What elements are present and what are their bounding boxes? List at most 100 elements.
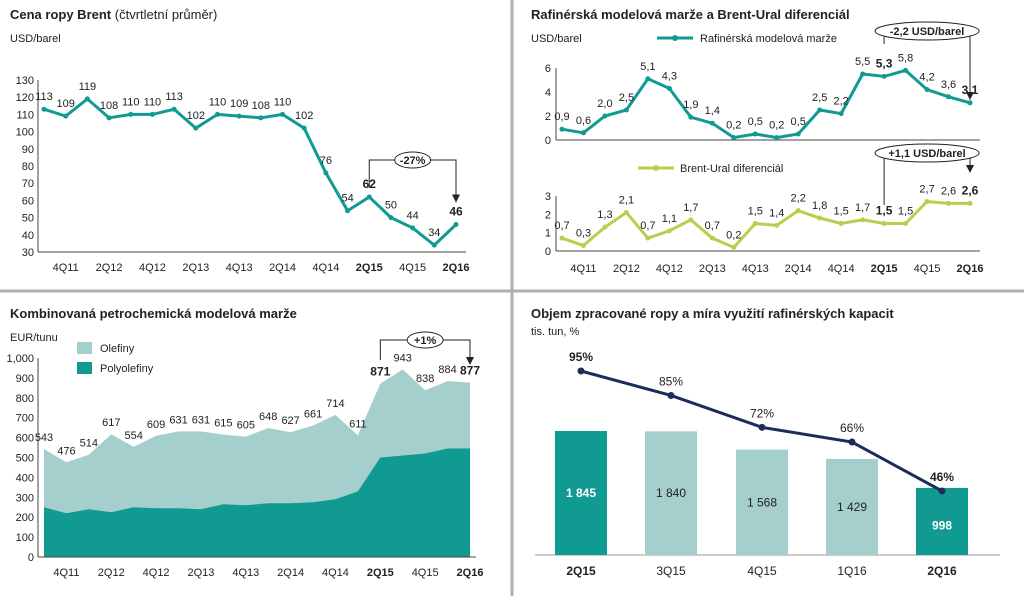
- refining-x-tick-label: 4Q12: [656, 263, 683, 275]
- brent-data-label: 110: [122, 96, 140, 108]
- refining-point: [924, 87, 930, 93]
- refining-data-label: 1,9: [683, 99, 698, 111]
- utilization-label: 66%: [840, 421, 864, 435]
- brent-point: [84, 96, 90, 102]
- brent-y-tick-label: 110: [16, 109, 34, 121]
- petchem-y-tick-label: 900: [16, 373, 34, 385]
- refining-x-tick-label: 2Q15: [871, 263, 898, 275]
- petchem-unit: EUR/tunu: [10, 332, 58, 344]
- brent-point: [193, 125, 199, 131]
- refining-x-tick-label: 2Q14: [785, 263, 812, 275]
- brent-point: [171, 106, 177, 112]
- brent-data-label: 54: [341, 193, 353, 205]
- refining-point: [752, 221, 758, 226]
- brent-title: Cena ropy Brent (čtvrtletní průměr): [10, 7, 217, 22]
- refining-x-tick-label: 4Q15: [914, 263, 941, 275]
- refining-data-label: 0,2: [726, 120, 741, 132]
- petchem-data-label: 661: [304, 408, 322, 420]
- refining-arrow-head: [966, 92, 974, 100]
- petchem-data-label: 877: [460, 363, 480, 377]
- refining-legend-label: Rafinérská modelová marže: [700, 33, 837, 45]
- petchem-data-label: 838: [416, 373, 434, 385]
- throughput-bar: [736, 449, 788, 555]
- brent-unit: USD/barel: [10, 33, 61, 45]
- throughput-category-label: 2Q16: [927, 564, 957, 578]
- brent-point: [149, 111, 155, 117]
- refining-data-label: 2,5: [812, 92, 827, 104]
- throughput-category-label: 3Q15: [656, 564, 686, 578]
- refining-point: [967, 100, 973, 106]
- refining-point: [666, 228, 672, 234]
- refining-point: [666, 85, 672, 91]
- refining-point: [860, 217, 866, 223]
- brent-price-line: [43, 96, 458, 248]
- petchem-y-tick-label: 700: [16, 413, 34, 425]
- petchem-y-tick-label: 200: [16, 512, 34, 524]
- utilization-point: [667, 391, 675, 399]
- refining-point: [860, 71, 866, 77]
- refining-data-label: 0,2: [726, 229, 741, 241]
- petchem-y-tick-label: 100: [16, 532, 34, 544]
- refining-data-label: 1,5: [748, 206, 763, 218]
- utilization-label: 46%: [930, 470, 954, 484]
- refining-y-tick-label: 0: [545, 135, 551, 147]
- throughput-bar-label: 998: [932, 518, 952, 532]
- polyolefins-legend-label: Polyolefiny: [100, 363, 154, 375]
- throughput-unit: tis. tun, %: [531, 326, 580, 338]
- refining-point: [774, 135, 780, 141]
- refining-y-tick-label: 2: [545, 111, 551, 123]
- refining-point: [645, 235, 651, 241]
- olefins-legend-swatch: [77, 342, 92, 354]
- refining-point: [623, 107, 629, 113]
- refining-data-label: 5,1: [640, 61, 655, 73]
- brent-y-tick-label: 30: [22, 247, 34, 259]
- brent-ural-line: [561, 199, 970, 250]
- refining-point: [967, 200, 973, 206]
- brent-x-tick-label: 2Q16: [443, 262, 470, 274]
- petchem-data-label: 611: [349, 418, 367, 430]
- brent-y-tick-label: 90: [22, 144, 34, 156]
- refining-point: [709, 120, 715, 126]
- brent-data-label: 109: [57, 98, 75, 110]
- refining-data-label: 0,7: [705, 220, 720, 232]
- petchem-data-label: 605: [237, 420, 255, 432]
- brent-title-suffix: (čtvrtletní průměr): [115, 7, 218, 22]
- refining-point: [645, 76, 651, 82]
- refining-margin-line: [561, 68, 971, 140]
- brent-x-tick-label: 2Q13: [182, 262, 209, 274]
- petchem-data-label: 554: [125, 430, 143, 442]
- brent-data-label: 108: [100, 100, 118, 112]
- brent-point: [410, 225, 416, 231]
- brent-change-label: -27%: [400, 155, 426, 167]
- refining-x-tick-label: 4Q11: [570, 263, 596, 275]
- brent-data-label: 50: [385, 200, 397, 212]
- refining-point: [688, 114, 694, 120]
- refining-data-label: 0,5: [791, 116, 806, 128]
- petchem-data-label: 543: [35, 432, 53, 444]
- brent-data-label: 113: [35, 91, 53, 103]
- refining-data-label: 1,5: [898, 206, 913, 218]
- brent-point: [236, 113, 242, 119]
- brent-data-label: 108: [252, 100, 270, 112]
- brent-data-label: 46: [449, 204, 463, 218]
- petchem-y-tick-label: 0: [28, 552, 34, 564]
- brent-y-tick-label: 80: [22, 161, 34, 173]
- brent-y-tick-label: 130: [16, 75, 34, 87]
- olefins-legend-label: Olefiny: [100, 343, 135, 355]
- petchem-x-tick-label: 4Q12: [143, 567, 170, 579]
- refining-data-label: 0,6: [576, 115, 591, 127]
- brent-point: [214, 111, 220, 117]
- petchem-x-tick-label: 2Q12: [98, 567, 125, 579]
- polyolefins-legend-swatch: [77, 362, 92, 374]
- brent-point: [106, 115, 112, 121]
- refining-point: [709, 235, 715, 241]
- refining-data-label: 1,5: [876, 204, 893, 218]
- throughput-bar: [555, 431, 607, 555]
- utilization-label: 85%: [659, 374, 683, 388]
- brent-data-label: 110: [209, 96, 227, 108]
- petchem-y-tick-label: 1,000: [6, 353, 34, 365]
- brent-x-tick-label: 4Q13: [226, 262, 253, 274]
- refining-data-label: 2,0: [597, 98, 612, 110]
- brent-point: [366, 194, 372, 200]
- refining-x-tick-label: 4Q14: [828, 263, 855, 275]
